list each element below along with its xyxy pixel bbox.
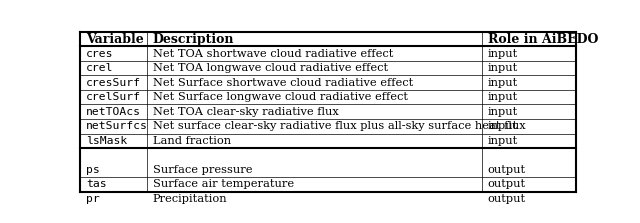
Text: Variable: Variable bbox=[86, 33, 144, 46]
Text: Role in AiBEDO: Role in AiBEDO bbox=[488, 33, 598, 46]
Text: input: input bbox=[488, 121, 518, 131]
Text: Surface air temperature: Surface air temperature bbox=[153, 179, 294, 189]
Text: tas: tas bbox=[86, 179, 107, 189]
Text: Net surface clear-sky radiative flux plus all-sky surface heat flux: Net surface clear-sky radiative flux plu… bbox=[153, 121, 525, 131]
Text: lsMask: lsMask bbox=[86, 136, 127, 146]
Text: ps: ps bbox=[86, 165, 100, 175]
Text: cresSurf: cresSurf bbox=[86, 78, 141, 88]
Text: input: input bbox=[488, 49, 518, 59]
Text: Net Surface shortwave cloud radiative effect: Net Surface shortwave cloud radiative ef… bbox=[153, 78, 413, 88]
Text: Net Surface longwave cloud radiative effect: Net Surface longwave cloud radiative eff… bbox=[153, 92, 408, 102]
Text: output: output bbox=[488, 194, 526, 204]
Text: netTOAcs: netTOAcs bbox=[86, 107, 141, 117]
Text: Net TOA shortwave cloud radiative effect: Net TOA shortwave cloud radiative effect bbox=[153, 49, 394, 59]
Text: input: input bbox=[488, 78, 518, 88]
Text: input: input bbox=[488, 63, 518, 73]
Text: output: output bbox=[488, 165, 526, 175]
Text: crel: crel bbox=[86, 63, 113, 73]
Text: input: input bbox=[488, 136, 518, 146]
Text: pr: pr bbox=[86, 194, 100, 204]
Text: Description: Description bbox=[153, 33, 234, 46]
Text: cres: cres bbox=[86, 49, 113, 59]
Text: crelSurf: crelSurf bbox=[86, 92, 141, 102]
Text: Net TOA longwave cloud radiative effect: Net TOA longwave cloud radiative effect bbox=[153, 63, 388, 73]
Text: Precipitation: Precipitation bbox=[153, 194, 228, 204]
Text: netSurfcs: netSurfcs bbox=[86, 121, 148, 131]
Text: Surface pressure: Surface pressure bbox=[153, 165, 252, 175]
Text: input: input bbox=[488, 92, 518, 102]
Text: Net TOA clear-sky radiative flux: Net TOA clear-sky radiative flux bbox=[153, 107, 339, 117]
Text: input: input bbox=[488, 107, 518, 117]
Text: output: output bbox=[488, 179, 526, 189]
Text: Land fraction: Land fraction bbox=[153, 136, 231, 146]
